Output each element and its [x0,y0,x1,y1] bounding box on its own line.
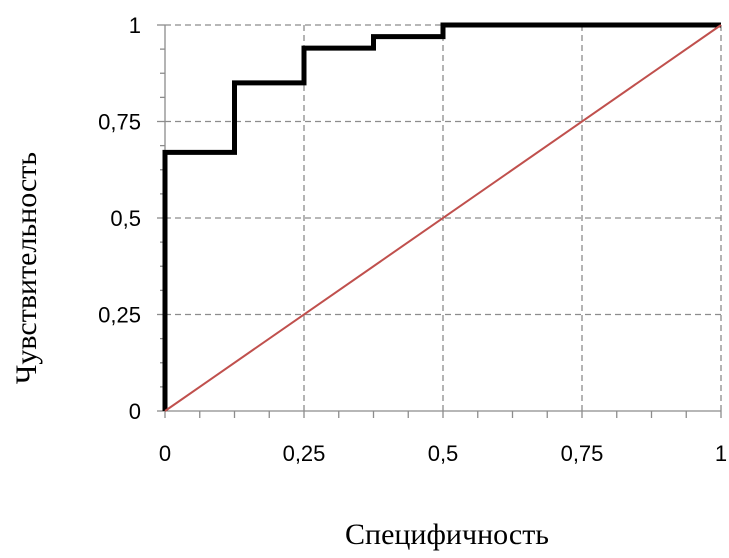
x-tick-label: 0,5 [428,441,459,466]
x-tick-label: 0,75 [561,441,604,466]
y-tick-label: 0 [129,399,141,424]
y-tick-label: 0,5 [110,206,141,231]
y-tick-label: 1 [129,13,141,38]
x-tick-label: 0,25 [283,441,326,466]
diagonal-reference-line [164,24,722,412]
y-tick-label: 0,75 [98,110,141,135]
x-axis-title: Специфичность [345,518,549,551]
x-tick-label: 1 [715,441,727,466]
plot-series [162,22,722,412]
x-tick-label: 0 [159,441,171,466]
y-axis-title: Чувствительность [10,152,43,384]
y-tick-label: 0,25 [98,303,141,328]
roc-curve [162,22,721,411]
tick-labels: 0 0,25 0,5 0,75 1 0 0,25 0,5 0,75 1 [98,13,727,466]
